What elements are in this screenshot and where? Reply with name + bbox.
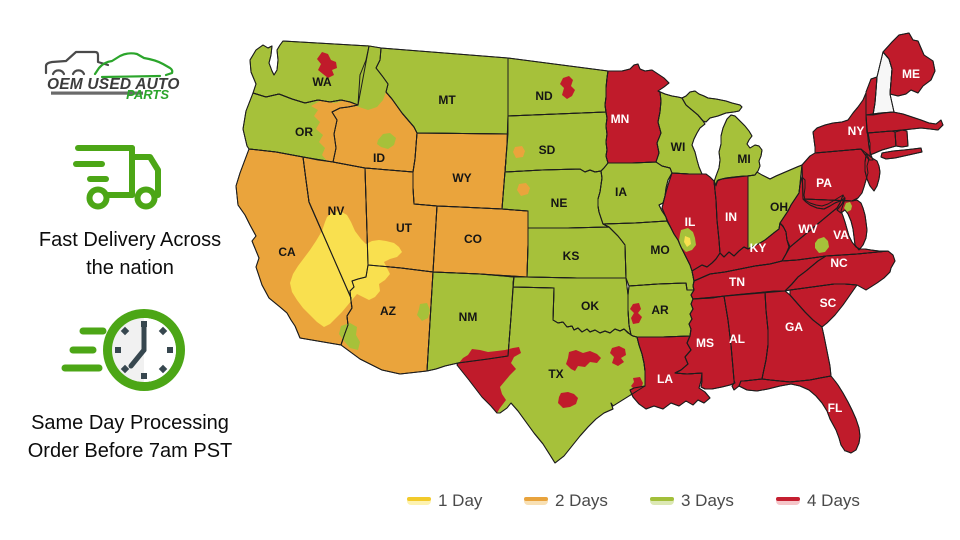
svg-text:AZ: AZ xyxy=(380,304,396,318)
svg-text:WA: WA xyxy=(312,75,332,89)
svg-text:FL: FL xyxy=(828,401,843,415)
svg-text:ID: ID xyxy=(373,151,385,165)
svg-text:NM: NM xyxy=(459,310,478,324)
svg-text:NC: NC xyxy=(830,256,848,270)
svg-text:WI: WI xyxy=(671,140,686,154)
svg-text:KS: KS xyxy=(563,249,580,263)
svg-text:UT: UT xyxy=(396,221,413,235)
svg-text:KY: KY xyxy=(750,241,767,255)
svg-text:SC: SC xyxy=(820,296,837,310)
svg-text:GA: GA xyxy=(785,320,803,334)
svg-text:LA: LA xyxy=(657,372,673,386)
svg-text:PA: PA xyxy=(816,176,832,190)
svg-text:ME: ME xyxy=(902,67,920,81)
svg-text:OK: OK xyxy=(581,299,599,313)
svg-text:SD: SD xyxy=(539,143,556,157)
svg-text:AR: AR xyxy=(651,303,669,317)
svg-text:AL: AL xyxy=(729,332,745,346)
svg-text:OH: OH xyxy=(770,200,788,214)
svg-text:MI: MI xyxy=(737,152,750,166)
svg-text:PARTS: PARTS xyxy=(126,87,169,102)
svg-text:IL: IL xyxy=(685,215,696,229)
svg-text:WV: WV xyxy=(798,222,817,236)
svg-text:IN: IN xyxy=(725,210,737,224)
svg-text:NE: NE xyxy=(551,196,568,210)
svg-text:MO: MO xyxy=(650,243,669,257)
svg-text:NV: NV xyxy=(328,204,345,218)
svg-text:MN: MN xyxy=(611,112,630,126)
svg-text:VA: VA xyxy=(833,228,849,242)
svg-text:NY: NY xyxy=(848,124,865,138)
svg-text:WY: WY xyxy=(452,171,471,185)
svg-text:CA: CA xyxy=(278,245,296,259)
svg-text:MS: MS xyxy=(696,336,714,350)
svg-text:MT: MT xyxy=(438,93,456,107)
svg-text:TX: TX xyxy=(548,367,563,381)
svg-text:TN: TN xyxy=(729,275,745,289)
svg-text:CO: CO xyxy=(464,232,482,246)
svg-text:OEM USED AUTO: OEM USED AUTO xyxy=(47,76,180,93)
svg-text:OR: OR xyxy=(295,125,313,139)
svg-text:IA: IA xyxy=(615,185,627,199)
svg-text:ND: ND xyxy=(535,89,553,103)
